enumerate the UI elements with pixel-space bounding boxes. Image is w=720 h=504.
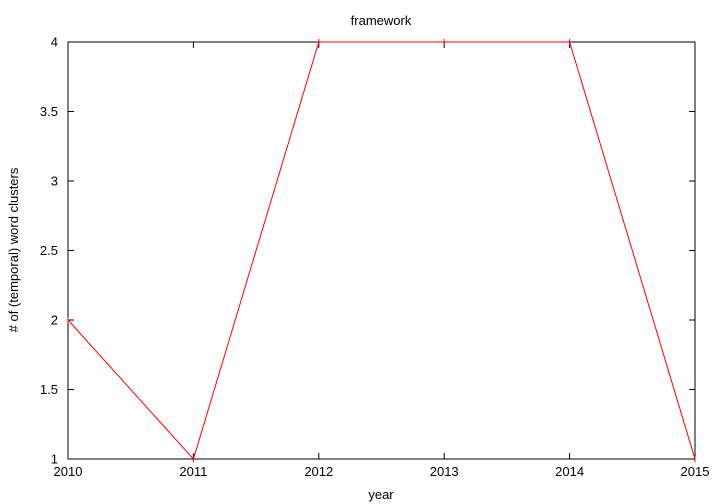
series-line-0	[67, 41, 696, 460]
x-tick-label-2013: 2013	[430, 464, 459, 479]
x-tick-label-2011: 2011	[179, 464, 207, 479]
y-axis-label: # of (temporal) word clusters	[6, 167, 21, 332]
y-tick-label-3.5: 3.5	[40, 104, 58, 119]
x-tick-label-2010: 2010	[54, 464, 83, 479]
y-tick-label-4: 4	[51, 35, 58, 50]
x-tick-label-2015: 2015	[681, 464, 710, 479]
y-tick-label-3: 3	[51, 174, 58, 189]
plot-frame	[67, 41, 696, 460]
x-axis-ticks	[67, 42, 696, 459]
chart-title: framework	[351, 13, 412, 28]
y-axis-ticks	[68, 41, 695, 460]
x-axis-label: year	[368, 487, 394, 502]
y-tick-label-2: 2	[51, 313, 58, 328]
series-layer	[67, 39, 696, 462]
x-tick-label-2014: 2014	[555, 464, 584, 479]
y-tick-label-2.5: 2.5	[40, 243, 58, 258]
y-tick-label-1.5: 1.5	[40, 382, 58, 397]
x-axis-tick-labels: 2010 2011 2012 2013 2014 2015	[54, 464, 710, 479]
x-tick-label-2012: 2012	[304, 464, 333, 479]
y-axis-tick-labels: 1 1.5 2 2.5 3 3.5 4	[40, 35, 58, 467]
y-tick-label-1: 1	[51, 452, 58, 467]
